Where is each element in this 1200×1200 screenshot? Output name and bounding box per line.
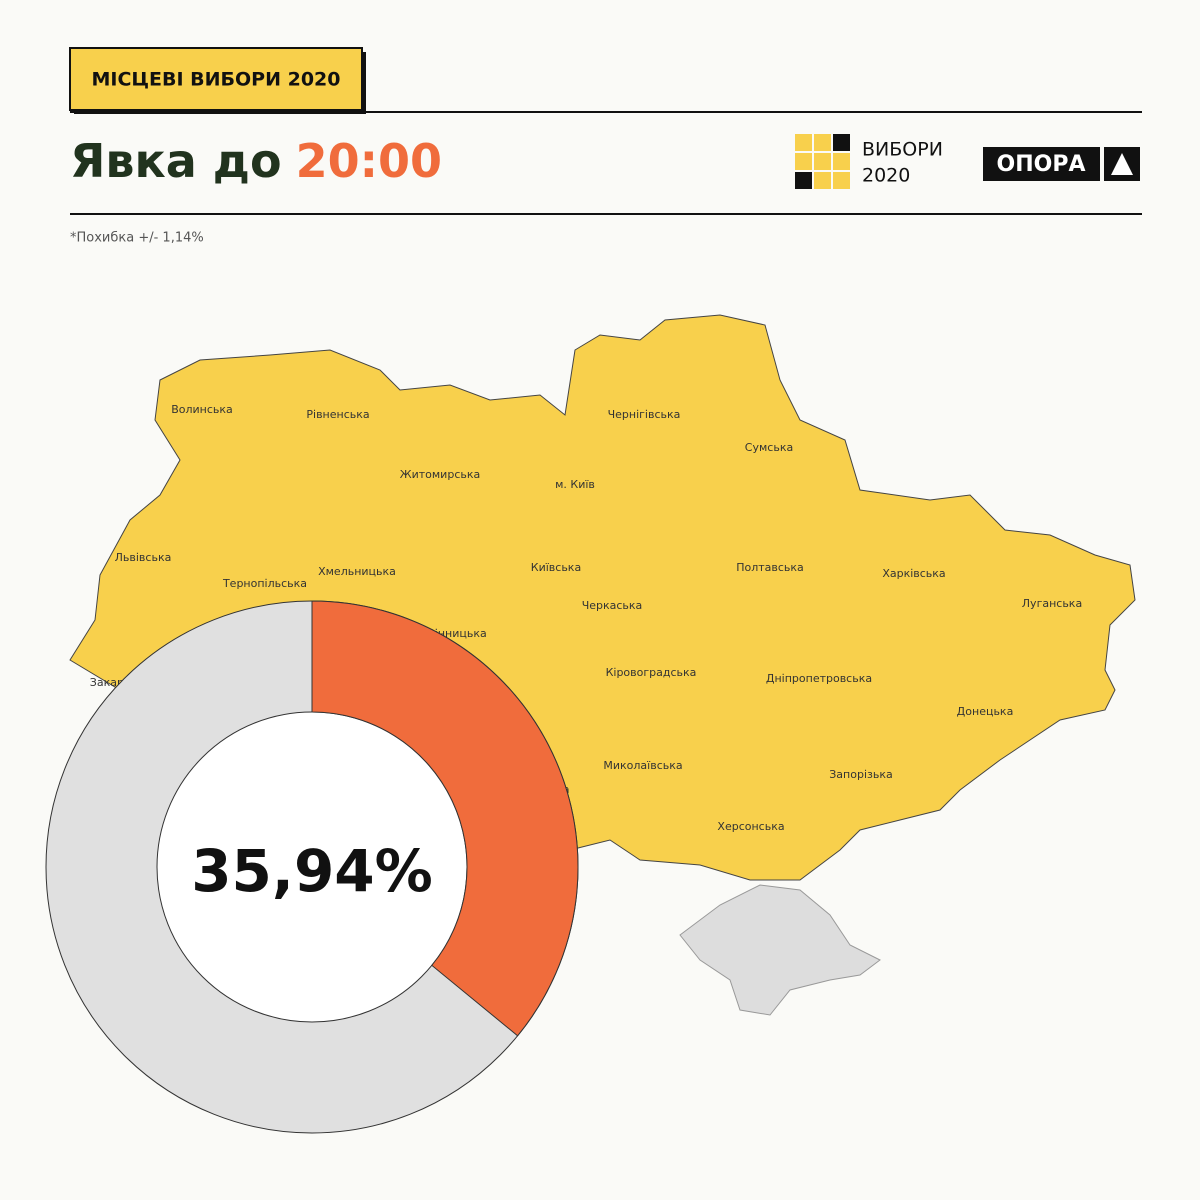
region-label: Кіровоградська	[606, 666, 697, 679]
region-label: Дніпропетровська	[766, 672, 872, 685]
brand-box	[983, 147, 1100, 181]
region-label: Чернігівська	[608, 408, 681, 421]
value-label: 35,94%	[191, 837, 433, 905]
note: *Похибка +/- 1,14%	[70, 231, 204, 246]
region-label: Миколаївська	[603, 759, 682, 772]
region-label: Тернопільська	[222, 577, 307, 590]
region-label: Луганська	[1022, 597, 1082, 610]
region-label: Житомирська	[400, 468, 480, 481]
region-label: Полтавська	[736, 561, 804, 574]
region-label: Запорізька	[829, 768, 892, 781]
logo-text: ВИБОРИ	[862, 139, 943, 161]
logo-grid	[795, 134, 850, 189]
region-label: Львівська	[115, 551, 172, 564]
region-label: Хмельницька	[318, 565, 396, 578]
map-crimea	[679, 884, 881, 1016]
region-label: м. Київ	[555, 478, 595, 491]
logo-text: 2020	[862, 165, 910, 187]
region-label: Харківська	[882, 567, 945, 580]
region-label: Київська	[531, 561, 581, 574]
donut-segment	[311, 600, 579, 1037]
region-labels: Волинська Рівненська Житомирська Чернігівсь…	[90, 403, 1082, 833]
brand-text: ОПОРА	[997, 152, 1086, 177]
brand-triangle	[1111, 153, 1133, 175]
badge	[69, 47, 363, 111]
region-label: Донецька	[957, 705, 1014, 718]
title: Явка до 20:00	[70, 134, 442, 188]
region-label: Сумська	[745, 441, 793, 454]
region-label: Волинська	[171, 403, 233, 416]
donut: 35,94%	[45, 600, 579, 1134]
region-label: Рівненська	[306, 408, 369, 421]
region-label: Херсонська	[717, 820, 784, 833]
region-label: Черкаська	[582, 599, 643, 612]
badge-text: МІСЦЕВІ ВИБОРИ 2020	[91, 69, 340, 91]
map-ukraine	[69, 314, 1136, 881]
